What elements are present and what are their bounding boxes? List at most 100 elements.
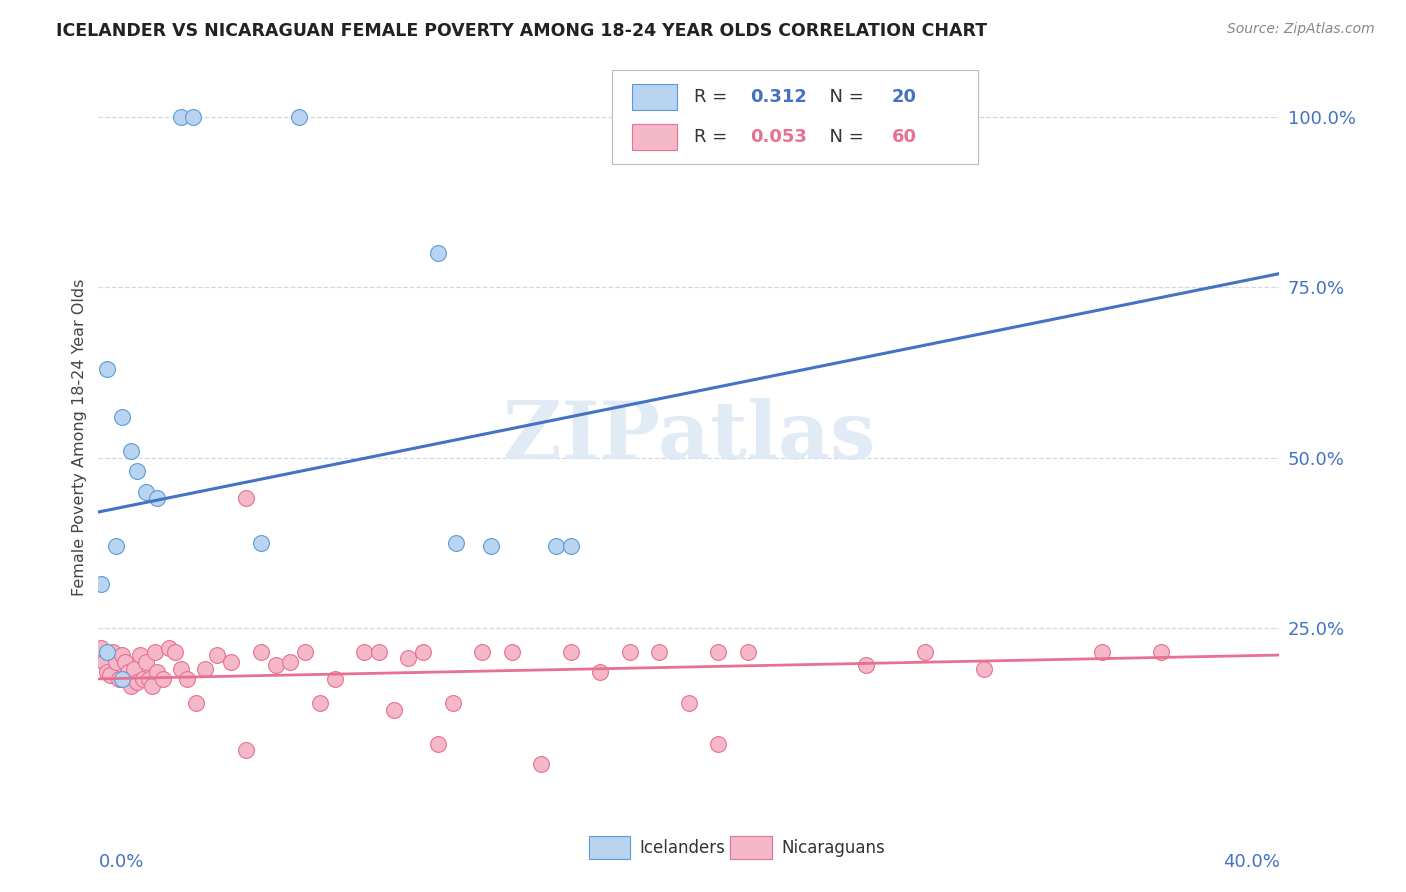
Y-axis label: Female Poverty Among 18-24 Year Olds: Female Poverty Among 18-24 Year Olds [72, 278, 87, 596]
Point [678, 696, 700, 710]
Text: ZIPatlas: ZIPatlas [503, 398, 875, 476]
Point [444, 535, 467, 549]
Point [235, 491, 257, 506]
Point [560, 539, 582, 553]
Point [589, 665, 612, 679]
Point [427, 246, 450, 260]
Point [1150, 645, 1173, 659]
Point [471, 645, 494, 659]
Point [143, 645, 166, 659]
Point [93, 655, 115, 669]
Point [368, 645, 391, 659]
FancyBboxPatch shape [730, 837, 772, 859]
Point [128, 648, 150, 662]
Point [398, 651, 420, 665]
Point [280, 655, 302, 669]
Point [170, 110, 193, 124]
Text: R =: R = [693, 128, 733, 145]
Text: 20: 20 [891, 88, 917, 106]
Point [184, 696, 207, 710]
Point [294, 645, 316, 659]
Point [125, 464, 148, 478]
Point [114, 655, 136, 669]
FancyBboxPatch shape [589, 837, 630, 859]
Point [560, 645, 582, 659]
Point [125, 675, 148, 690]
Point [235, 743, 257, 757]
Point [427, 737, 450, 751]
Point [146, 491, 169, 506]
Point [546, 539, 568, 553]
Point [412, 645, 434, 659]
Point [152, 672, 174, 686]
Point [288, 110, 311, 124]
Text: Source: ZipAtlas.com: Source: ZipAtlas.com [1227, 22, 1375, 37]
Point [707, 737, 730, 751]
Point [111, 409, 134, 424]
Point [122, 662, 145, 676]
Point [157, 641, 180, 656]
Point [648, 645, 671, 659]
Point [382, 702, 405, 716]
Point [98, 668, 121, 682]
Point [135, 484, 157, 499]
Point [135, 655, 157, 669]
Point [737, 645, 759, 659]
Point [146, 665, 169, 679]
Point [120, 679, 142, 693]
Point [973, 662, 995, 676]
Point [855, 658, 877, 673]
Text: ICELANDER VS NICARAGUAN FEMALE POVERTY AMONG 18-24 YEAR OLDS CORRELATION CHART: ICELANDER VS NICARAGUAN FEMALE POVERTY A… [56, 22, 987, 40]
FancyBboxPatch shape [633, 84, 678, 110]
Text: R =: R = [693, 88, 733, 106]
Point [181, 110, 204, 124]
Point [250, 535, 273, 549]
Point [619, 645, 641, 659]
Text: 0.312: 0.312 [751, 88, 807, 106]
Point [103, 645, 125, 659]
Point [221, 655, 243, 669]
Point [309, 696, 332, 710]
Point [117, 665, 139, 679]
Text: 40.0%: 40.0% [1223, 853, 1279, 871]
Point [111, 672, 134, 686]
Point [1091, 645, 1114, 659]
Point [205, 648, 228, 662]
Text: Nicaraguans: Nicaraguans [782, 838, 884, 856]
Point [501, 645, 523, 659]
Point [353, 645, 375, 659]
Point [194, 662, 217, 676]
Point [530, 757, 553, 772]
FancyBboxPatch shape [612, 70, 979, 163]
Text: N =: N = [818, 128, 869, 145]
Point [264, 658, 287, 673]
Text: 0.0%: 0.0% [98, 853, 143, 871]
Point [120, 443, 142, 458]
Point [108, 672, 131, 686]
Point [105, 655, 128, 669]
Point [170, 662, 193, 676]
Text: 0.053: 0.053 [751, 128, 807, 145]
Point [96, 665, 118, 679]
Point [707, 645, 730, 659]
FancyBboxPatch shape [633, 124, 678, 150]
Point [141, 679, 163, 693]
Point [250, 645, 273, 659]
Point [165, 645, 187, 659]
Point [441, 696, 464, 710]
Point [90, 576, 112, 591]
Point [105, 539, 128, 553]
Point [90, 641, 112, 656]
Text: 60: 60 [891, 128, 917, 145]
Point [479, 539, 502, 553]
Point [914, 645, 936, 659]
Point [138, 672, 160, 686]
Point [96, 645, 118, 659]
Point [176, 672, 198, 686]
Point [96, 362, 118, 376]
Point [111, 648, 134, 662]
Point [323, 672, 346, 686]
Text: N =: N = [818, 88, 869, 106]
Point [132, 672, 155, 686]
Text: Icelanders: Icelanders [640, 838, 725, 856]
